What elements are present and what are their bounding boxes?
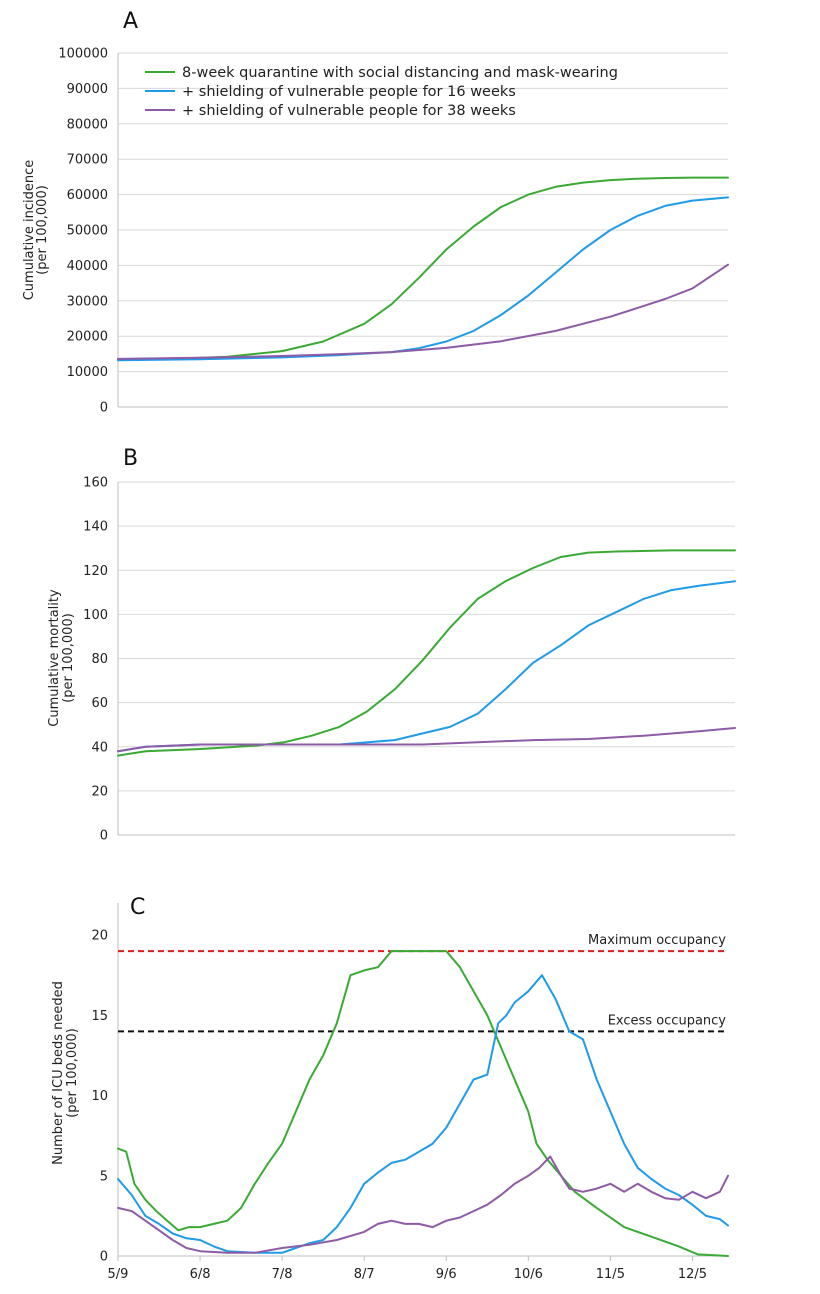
panel-c-y-tick-label: 20 bbox=[91, 929, 108, 944]
panel-a-y-tick-label: 60000 bbox=[67, 188, 108, 203]
panel-a-y-tick-label: 20000 bbox=[67, 330, 108, 345]
panel-a-y-tick-label: 90000 bbox=[67, 82, 108, 97]
panel-b-y-tick-label: 40 bbox=[91, 740, 108, 755]
panel-c-series-line bbox=[117, 950, 729, 1257]
panel-b-y-tick-label: 20 bbox=[91, 784, 108, 799]
panel-c-series-line bbox=[117, 974, 729, 1254]
panel-b-letter: B bbox=[123, 446, 138, 471]
panel-c-x-tick-label: 8/7 bbox=[354, 1267, 375, 1282]
panel-b-y-tick-label: 160 bbox=[83, 476, 108, 491]
panel-c-y-tick-label: 10 bbox=[91, 1089, 108, 1104]
panel-a-y-tick-label: 100000 bbox=[58, 47, 108, 62]
panel-a-legend-entry: + shielding of vulnerable people for 16 … bbox=[182, 84, 516, 100]
panel-a-letter: A bbox=[123, 9, 138, 34]
panel-b-chart: B 0 20 40 60 80 100 120 140 160 Cumulative mortali… bbox=[47, 446, 736, 844]
panel-a-series-line bbox=[117, 176, 729, 361]
panel-c-reference-label: Maximum occupancy bbox=[588, 933, 726, 948]
panel-b-y-tick-label: 100 bbox=[83, 608, 108, 623]
panel-a-legend-entry: + shielding of vulnerable people for 38 … bbox=[182, 103, 516, 119]
panel-c-x-tick-label: 6/8 bbox=[190, 1267, 211, 1282]
panel-a-legend-entry: 8-week quarantine with social distancing… bbox=[182, 65, 618, 81]
panel-b-series-line bbox=[117, 727, 736, 753]
panel-a-series-line bbox=[117, 263, 729, 360]
panel-a-y-tick-label: 70000 bbox=[67, 153, 108, 168]
panel-a-chart: A 0 10000 20000 30000 40000 50000 60000 70000 800… bbox=[22, 9, 729, 416]
panel-b-y-tick-label: 0 bbox=[100, 829, 108, 844]
panel-a-y-axis-label: Cumulative incidence bbox=[22, 160, 37, 301]
panel-c-x-tick-label: 12/5 bbox=[678, 1267, 707, 1282]
panel-c-y-tick-label: 0 bbox=[100, 1250, 108, 1265]
panel-c-chart: C 0 5 10 15 20 5/9 6/8 7/8 8/7 9/6 10/6 11/5 12/5 Numb… bbox=[51, 895, 729, 1282]
panel-b-y-tick-label: 60 bbox=[91, 696, 108, 711]
panel-c-letter: C bbox=[130, 895, 145, 920]
panel-c-reference-label: Excess occupancy bbox=[608, 1013, 727, 1028]
panel-c-y-axis-label: Number of ICU beds needed bbox=[51, 981, 66, 1165]
panel-a-y-tick-label: 10000 bbox=[67, 365, 108, 380]
panel-a-y-tick-label: 50000 bbox=[67, 224, 108, 239]
panel-c-x-tick-label: 11/5 bbox=[596, 1267, 625, 1282]
panel-b-series-line bbox=[117, 580, 736, 753]
panel-b-y-axis-label: Cumulative mortality bbox=[47, 589, 62, 727]
panel-c-x-tick-label: 7/8 bbox=[272, 1267, 293, 1282]
panel-a-series-line bbox=[117, 196, 729, 362]
panel-a-y-tick-label: 80000 bbox=[67, 117, 108, 132]
panel-c-y-tick-label: 15 bbox=[91, 1009, 108, 1024]
panel-c-x-tick-label: 9/6 bbox=[436, 1267, 457, 1282]
panel-c-x-tick-label: 10/6 bbox=[514, 1267, 543, 1282]
panel-a-y-tick-label: 40000 bbox=[67, 259, 108, 274]
panel-b-y-tick-label: 80 bbox=[91, 652, 108, 667]
panel-b-y-axis-unit: (per 100,000) bbox=[61, 613, 76, 703]
panel-c-x-tick-label: 5/9 bbox=[108, 1267, 129, 1282]
panel-c-y-tick-label: 5 bbox=[100, 1169, 108, 1184]
panel-b-series-line bbox=[117, 549, 736, 757]
panel-a-y-axis-unit: (per 100,000) bbox=[35, 185, 50, 275]
panel-a-y-tick-label: 0 bbox=[100, 401, 108, 416]
panel-a-y-tick-label: 30000 bbox=[67, 294, 108, 309]
panel-b-y-tick-label: 140 bbox=[83, 520, 108, 535]
panel-c-y-axis-unit: (per 100,000) bbox=[65, 1028, 80, 1118]
panel-b-y-tick-label: 120 bbox=[83, 564, 108, 579]
panel-c-series-line bbox=[117, 1155, 729, 1254]
